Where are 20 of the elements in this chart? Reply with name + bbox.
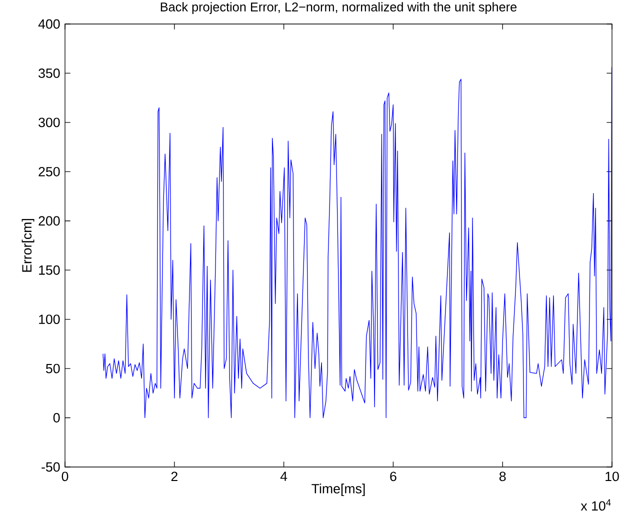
y-tick-label: 350 <box>38 68 60 78</box>
y-tick-label: 0 <box>53 413 60 422</box>
y-axis-title: Error[cm] <box>22 219 34 272</box>
chart-title: Back projection Error, L2−norm, normalized with the unit sphere <box>160 2 517 14</box>
text: x 10$^{4}$ <box>580 499 611 511</box>
y-tick-label: 400 <box>38 19 60 29</box>
y-tick-label: -50 <box>42 462 60 472</box>
x-tick-label: 4 <box>280 472 288 481</box>
y-tick-label: 100 <box>39 314 60 324</box>
x-tick-label: 8 <box>499 472 506 482</box>
x-axis-title: Time[ms] <box>312 484 365 496</box>
x-tick-label: 6 <box>390 472 396 482</box>
y-tick-label: 50 <box>46 364 60 374</box>
y-tick-label: 300 <box>38 118 60 128</box>
y-tick-label: 200 <box>38 216 60 226</box>
x-tick-label: 2 <box>171 472 178 482</box>
y-tick-label: 250 <box>38 166 60 176</box>
y-tick-label: 150 <box>39 265 60 275</box>
x-tick-label: 0 <box>62 472 68 482</box>
x-tick-label: 10 <box>606 472 619 482</box>
